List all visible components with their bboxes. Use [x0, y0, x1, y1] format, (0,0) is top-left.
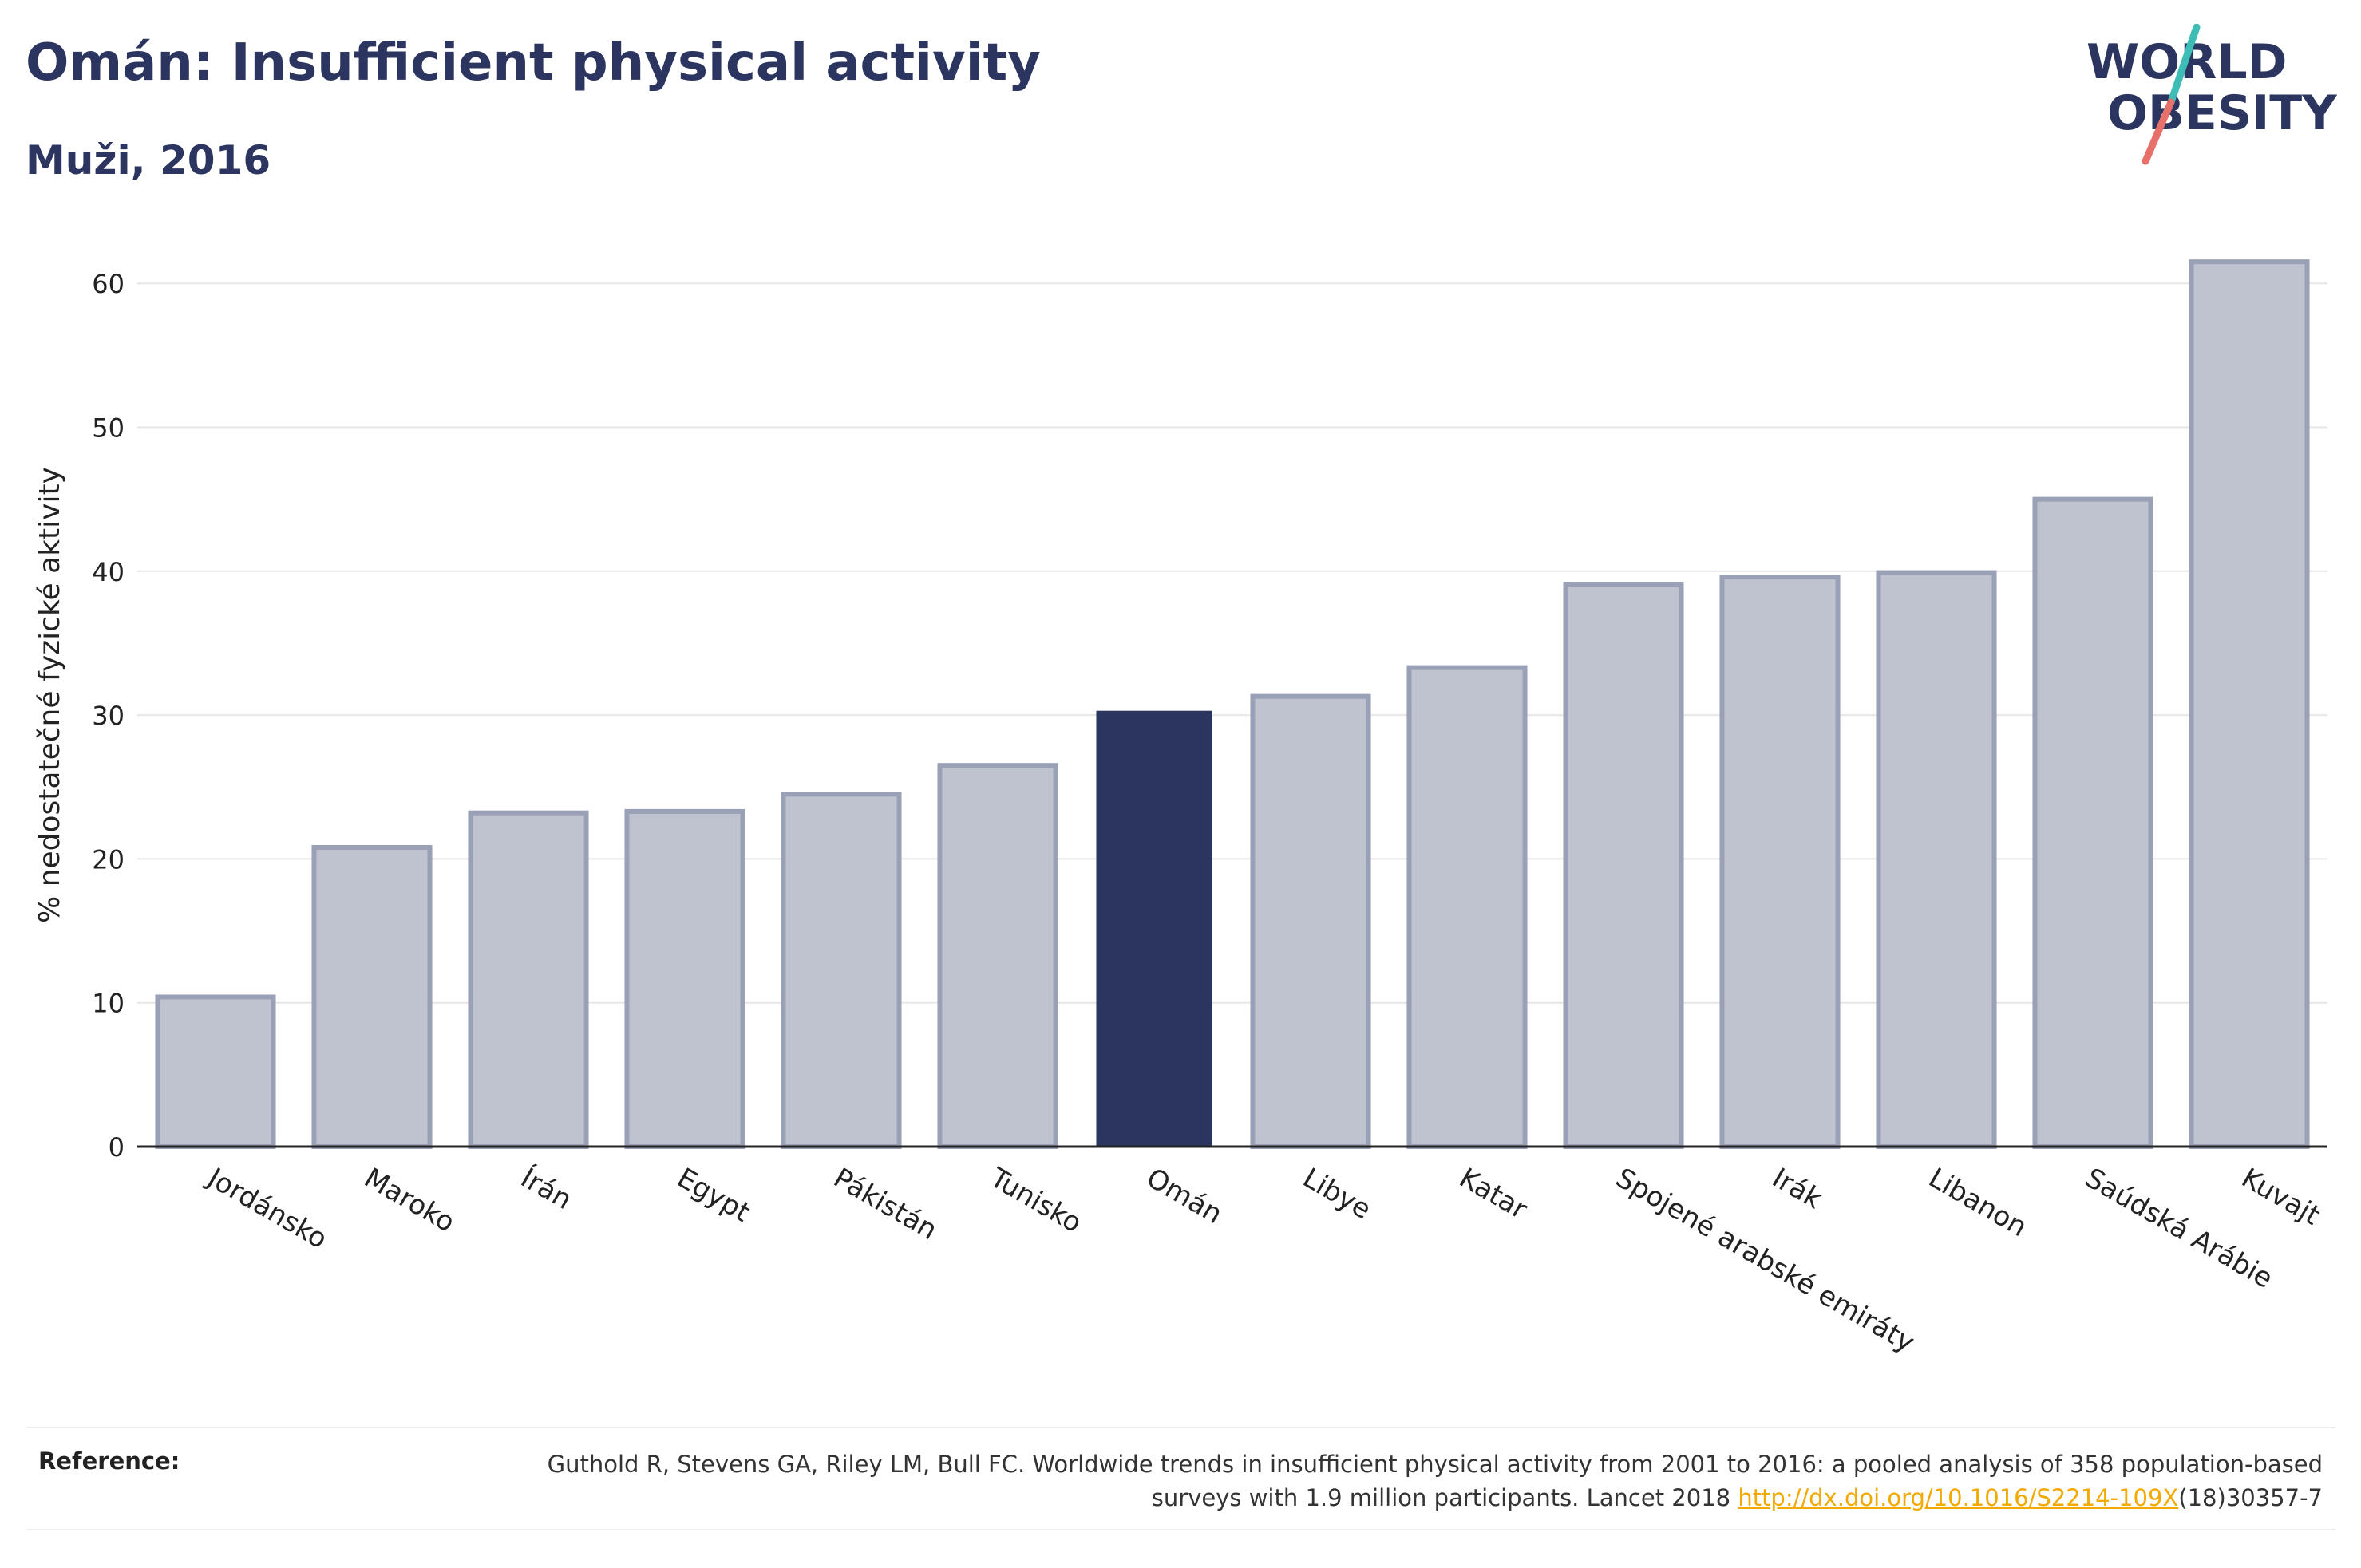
x-tick-label: Spojené arabské emiráty	[1611, 1162, 1920, 1359]
reference-citation: Guthold R, Stevens GA, Riley LM, Bull FC…	[547, 1451, 2323, 1511]
bar-8	[1406, 665, 1528, 1149]
y-axis-label: % nedostatečné fyzické aktivity	[34, 467, 66, 923]
reference-text: Guthold R, Stevens GA, Riley LM, Bull FC…	[487, 1448, 2323, 1515]
y-tick-label: 40	[92, 557, 125, 587]
x-tick-label: Írán	[516, 1161, 578, 1216]
bar-1	[311, 844, 433, 1149]
bar-2	[468, 810, 589, 1149]
logo-word-obesity: OBESITY	[2107, 85, 2338, 141]
bar-10	[1719, 575, 1841, 1149]
bar-13	[2189, 259, 2310, 1149]
x-tick-label: Irák	[1767, 1162, 1828, 1215]
x-tick-label: Egypt	[672, 1162, 756, 1229]
bar-0	[155, 994, 276, 1150]
reference-doi-link[interactable]: http://dx.doi.org/10.1016/S2214-109X	[1738, 1484, 2179, 1511]
logo-slash-teal	[2167, 24, 2201, 106]
world-obesity-logo: WORLD OBESITY	[2086, 24, 2338, 165]
reference-citation-suffix: (18)30357-7	[2178, 1484, 2323, 1511]
logo-slash-coral	[2142, 98, 2175, 165]
x-tick-label: Libanon	[1924, 1162, 2033, 1243]
chart-subtitle: Muži, 2016	[26, 137, 271, 184]
reference-footer: Reference: Guthold R, Stevens GA, Riley …	[26, 1427, 2335, 1530]
bar-chart: 0 10 20 30 40 50 60 % nedostatečné fyzické akti…	[34, 259, 2327, 1359]
x-tick-label: Jordánsko	[201, 1161, 333, 1255]
chart-title: Omán: Insufficient physical activity	[26, 34, 1041, 93]
y-tick-label: 10	[92, 989, 125, 1019]
y-tick-label: 30	[92, 701, 125, 731]
bar-5	[937, 763, 1058, 1150]
bar-6	[1096, 710, 1212, 1147]
reference-label: Reference:	[38, 1448, 180, 1475]
y-tick-label: 50	[92, 413, 125, 444]
bar-12	[2032, 496, 2153, 1149]
x-tick-label: Pákistán	[829, 1162, 943, 1246]
x-tick-label: Kuvajt	[2236, 1162, 2326, 1232]
x-tick-label: Omán	[1141, 1162, 1228, 1230]
x-tick-label: Libye	[1298, 1162, 1377, 1226]
bar-11	[1876, 570, 1997, 1149]
bar-3	[624, 808, 745, 1149]
x-tick-label: Tunisko	[984, 1162, 1087, 1240]
bar-7	[1250, 693, 1371, 1149]
x-tick-label: Katar	[1454, 1162, 1533, 1226]
y-tick-label: 20	[92, 844, 125, 875]
bar-4	[781, 792, 902, 1149]
y-tick-label: 60	[92, 269, 125, 299]
bar-9	[1563, 582, 1684, 1149]
y-tick-label: 0	[109, 1132, 125, 1163]
x-tick-label: Maroko	[359, 1162, 461, 1238]
